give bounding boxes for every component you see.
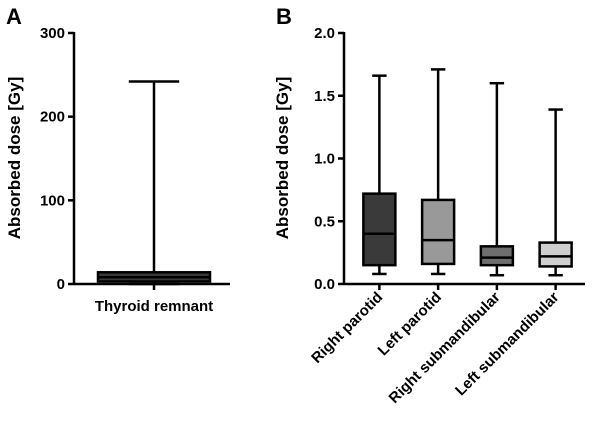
y-tick-label: 1.0 (314, 151, 335, 168)
category-label: Left submandibular (452, 289, 563, 400)
y-tick-label: 1.5 (314, 88, 335, 105)
y-axis-label: Absorbed dose [Gy] (273, 77, 292, 239)
y-tick-label: 300 (40, 25, 65, 42)
panel-label-B: B (276, 4, 292, 29)
y-tick-label: 0.0 (314, 276, 335, 293)
y-tick-label: 0 (57, 276, 65, 293)
y-tick-label: 0.5 (314, 213, 335, 230)
box-right-submandibular (479, 245, 515, 267)
category-label: Right parotid (308, 289, 386, 367)
panel-label-A: A (6, 4, 22, 29)
category-label: Right submandibular (386, 289, 504, 407)
category-label: Thyroid remnant (95, 298, 213, 315)
y-tick-label: 200 (40, 109, 65, 126)
box-right-parotid (362, 192, 397, 267)
box-left-submandibular (538, 241, 573, 268)
y-tick-label: 100 (40, 192, 65, 209)
y-axis-label: Absorbed dose [Gy] (5, 77, 24, 239)
box-left-parotid (420, 198, 456, 266)
y-tick-label: 2.0 (314, 25, 335, 42)
